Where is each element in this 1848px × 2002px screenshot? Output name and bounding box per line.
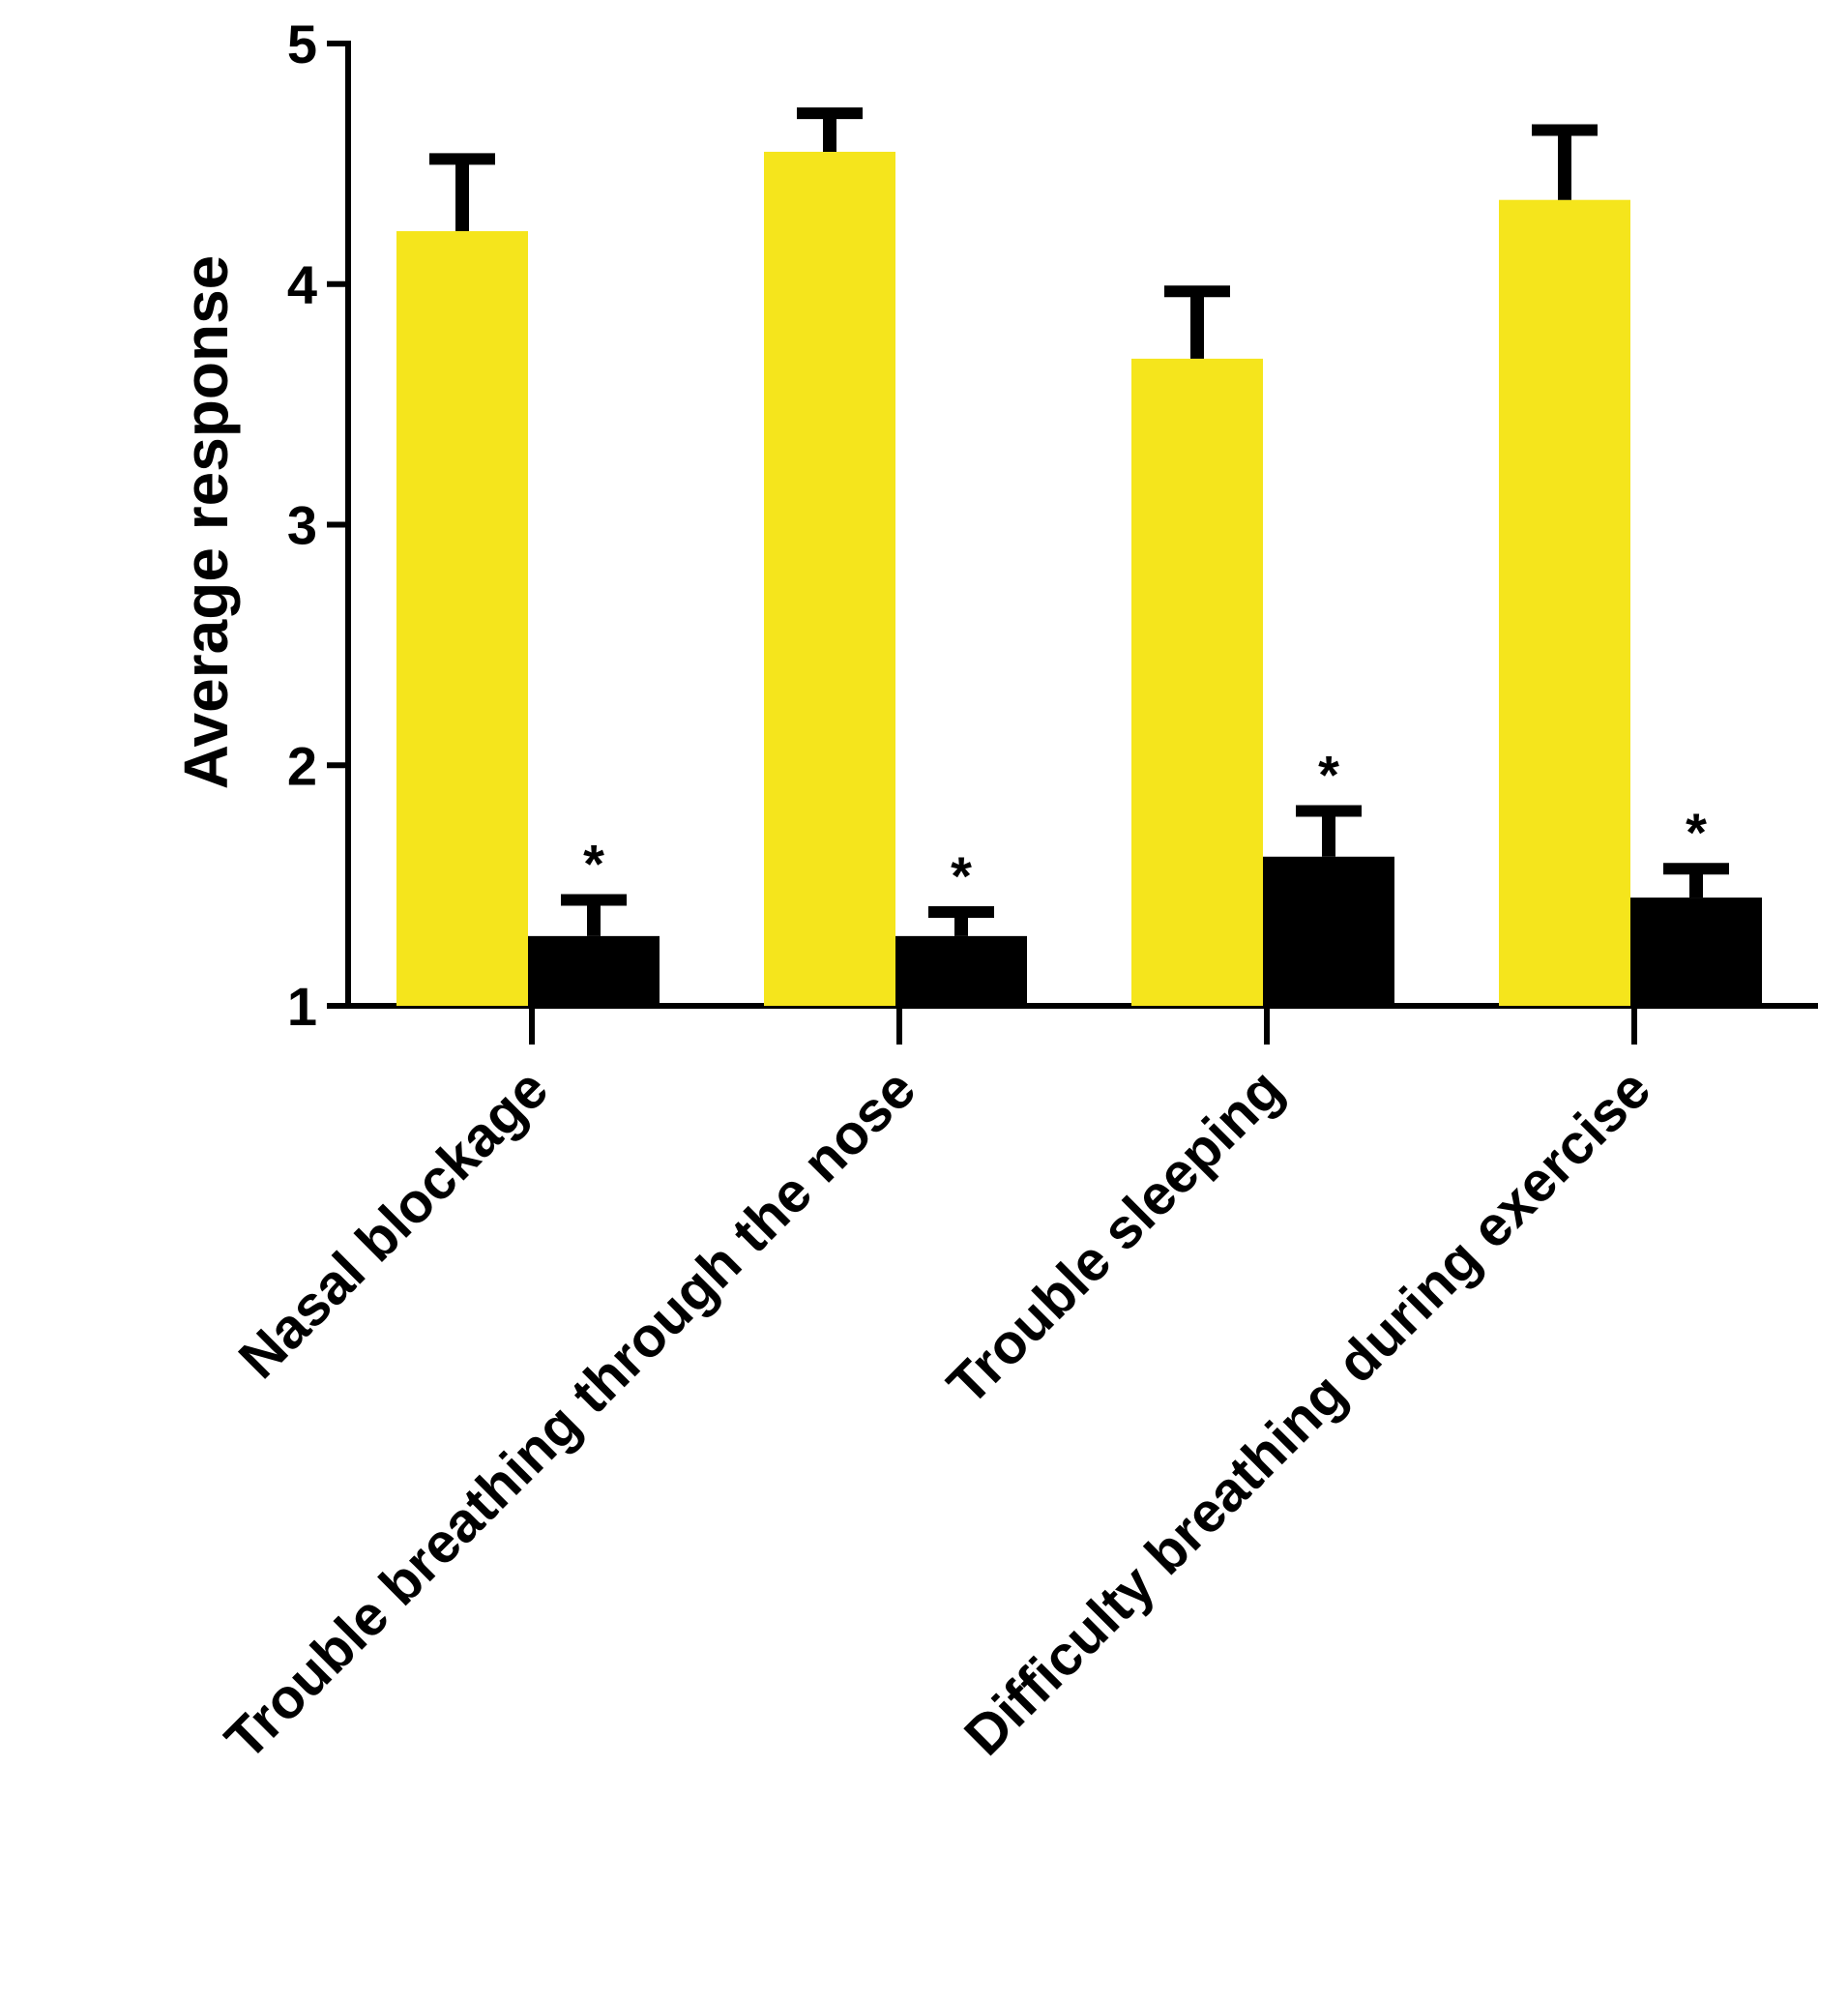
y-tick-label: 5 bbox=[287, 14, 317, 74]
annotation: * bbox=[951, 845, 972, 906]
annotation: * bbox=[583, 834, 604, 895]
bar bbox=[1630, 898, 1762, 1006]
annotation: * bbox=[1686, 802, 1707, 863]
y-tick-label: 4 bbox=[287, 254, 317, 315]
bar bbox=[1131, 358, 1263, 1006]
x-tick-label: Nasal blockage bbox=[227, 1057, 561, 1391]
bar bbox=[895, 935, 1027, 1006]
x-tick-label: Trouble sleeping bbox=[935, 1057, 1295, 1417]
bar bbox=[764, 151, 895, 1006]
y-tick-label: 2 bbox=[287, 735, 317, 796]
y-axis-label: Average response bbox=[171, 255, 241, 790]
bar bbox=[1263, 856, 1394, 1006]
bar bbox=[396, 231, 528, 1006]
bar bbox=[1499, 199, 1630, 1006]
y-tick-label: 1 bbox=[287, 976, 317, 1037]
y-tick-label: 3 bbox=[287, 495, 317, 556]
bar bbox=[528, 935, 660, 1006]
annotation: * bbox=[1318, 745, 1339, 806]
x-tick-label: Trouble breathing through the nose bbox=[214, 1057, 928, 1772]
x-tick-label: Difficulty breathing during exercise bbox=[953, 1057, 1662, 1767]
